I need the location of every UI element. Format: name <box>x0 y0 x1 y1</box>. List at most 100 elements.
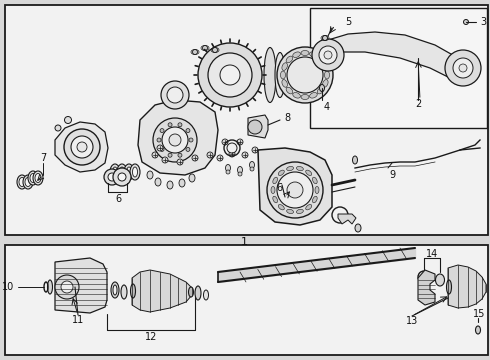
Polygon shape <box>338 214 356 224</box>
Text: 14: 14 <box>426 249 438 259</box>
Ellipse shape <box>155 178 161 186</box>
Ellipse shape <box>322 36 327 40</box>
Ellipse shape <box>464 19 468 24</box>
Ellipse shape <box>23 175 33 189</box>
Bar <box>310 8 487 128</box>
Ellipse shape <box>293 52 300 58</box>
Circle shape <box>153 118 197 162</box>
Ellipse shape <box>126 167 131 177</box>
Text: 6: 6 <box>115 194 121 204</box>
Circle shape <box>77 142 87 152</box>
Ellipse shape <box>222 139 228 145</box>
Bar <box>5 245 488 355</box>
Text: 1: 1 <box>241 237 247 247</box>
Ellipse shape <box>111 282 119 298</box>
Ellipse shape <box>113 285 117 295</box>
Circle shape <box>178 123 182 127</box>
Ellipse shape <box>301 94 309 99</box>
Circle shape <box>208 53 252 97</box>
Ellipse shape <box>124 164 134 180</box>
Polygon shape <box>318 32 468 80</box>
Ellipse shape <box>130 164 140 180</box>
Circle shape <box>71 136 93 158</box>
Ellipse shape <box>278 204 284 210</box>
Ellipse shape <box>189 174 195 182</box>
Ellipse shape <box>28 171 38 185</box>
Ellipse shape <box>207 152 213 158</box>
Polygon shape <box>418 270 435 305</box>
Ellipse shape <box>226 170 230 174</box>
Text: 11: 11 <box>72 315 84 325</box>
Ellipse shape <box>110 164 120 180</box>
Ellipse shape <box>319 85 324 91</box>
Ellipse shape <box>238 172 242 176</box>
Circle shape <box>160 129 164 132</box>
Circle shape <box>178 153 182 157</box>
Ellipse shape <box>282 63 288 71</box>
Circle shape <box>267 162 323 218</box>
Circle shape <box>287 57 323 93</box>
Ellipse shape <box>189 287 194 297</box>
Circle shape <box>227 143 237 153</box>
Ellipse shape <box>120 167 124 177</box>
Text: 12: 12 <box>145 332 157 342</box>
Ellipse shape <box>250 167 254 171</box>
Ellipse shape <box>55 125 61 131</box>
Ellipse shape <box>310 93 317 98</box>
Ellipse shape <box>237 139 243 145</box>
Ellipse shape <box>249 162 254 168</box>
Ellipse shape <box>132 167 138 177</box>
Ellipse shape <box>275 53 285 98</box>
Ellipse shape <box>217 155 223 161</box>
Circle shape <box>220 65 240 85</box>
Ellipse shape <box>19 177 25 186</box>
Circle shape <box>186 129 190 132</box>
Polygon shape <box>132 270 192 312</box>
Ellipse shape <box>282 80 288 87</box>
Text: 2: 2 <box>415 99 421 109</box>
Circle shape <box>453 58 473 78</box>
Ellipse shape <box>238 166 243 174</box>
Circle shape <box>168 123 172 127</box>
Ellipse shape <box>446 280 451 294</box>
Circle shape <box>319 46 337 64</box>
Circle shape <box>287 182 303 198</box>
Ellipse shape <box>152 152 158 158</box>
Ellipse shape <box>192 155 198 161</box>
Ellipse shape <box>121 285 127 299</box>
Ellipse shape <box>271 186 275 194</box>
Text: 3: 3 <box>480 17 486 27</box>
Text: 10: 10 <box>2 282 14 292</box>
Ellipse shape <box>310 52 317 58</box>
Ellipse shape <box>17 175 27 189</box>
Ellipse shape <box>177 159 183 165</box>
Ellipse shape <box>436 274 444 286</box>
Polygon shape <box>55 258 107 313</box>
Ellipse shape <box>179 179 185 187</box>
Circle shape <box>108 173 116 181</box>
Ellipse shape <box>280 71 286 79</box>
Circle shape <box>168 153 172 157</box>
Ellipse shape <box>252 147 258 153</box>
Ellipse shape <box>48 280 52 294</box>
Ellipse shape <box>313 196 317 203</box>
Circle shape <box>186 147 190 152</box>
Ellipse shape <box>315 186 319 194</box>
Bar <box>5 5 488 235</box>
Ellipse shape <box>202 45 207 50</box>
Circle shape <box>160 147 164 152</box>
Circle shape <box>167 87 183 103</box>
Ellipse shape <box>286 56 293 63</box>
Ellipse shape <box>264 48 276 103</box>
Text: 6: 6 <box>276 183 282 193</box>
Circle shape <box>61 281 73 293</box>
Ellipse shape <box>306 204 312 210</box>
Ellipse shape <box>317 56 324 63</box>
Ellipse shape <box>113 167 118 177</box>
Circle shape <box>157 138 161 142</box>
Ellipse shape <box>322 63 328 71</box>
Ellipse shape <box>130 284 136 298</box>
Circle shape <box>161 81 189 109</box>
Ellipse shape <box>167 181 173 189</box>
Ellipse shape <box>203 290 209 300</box>
